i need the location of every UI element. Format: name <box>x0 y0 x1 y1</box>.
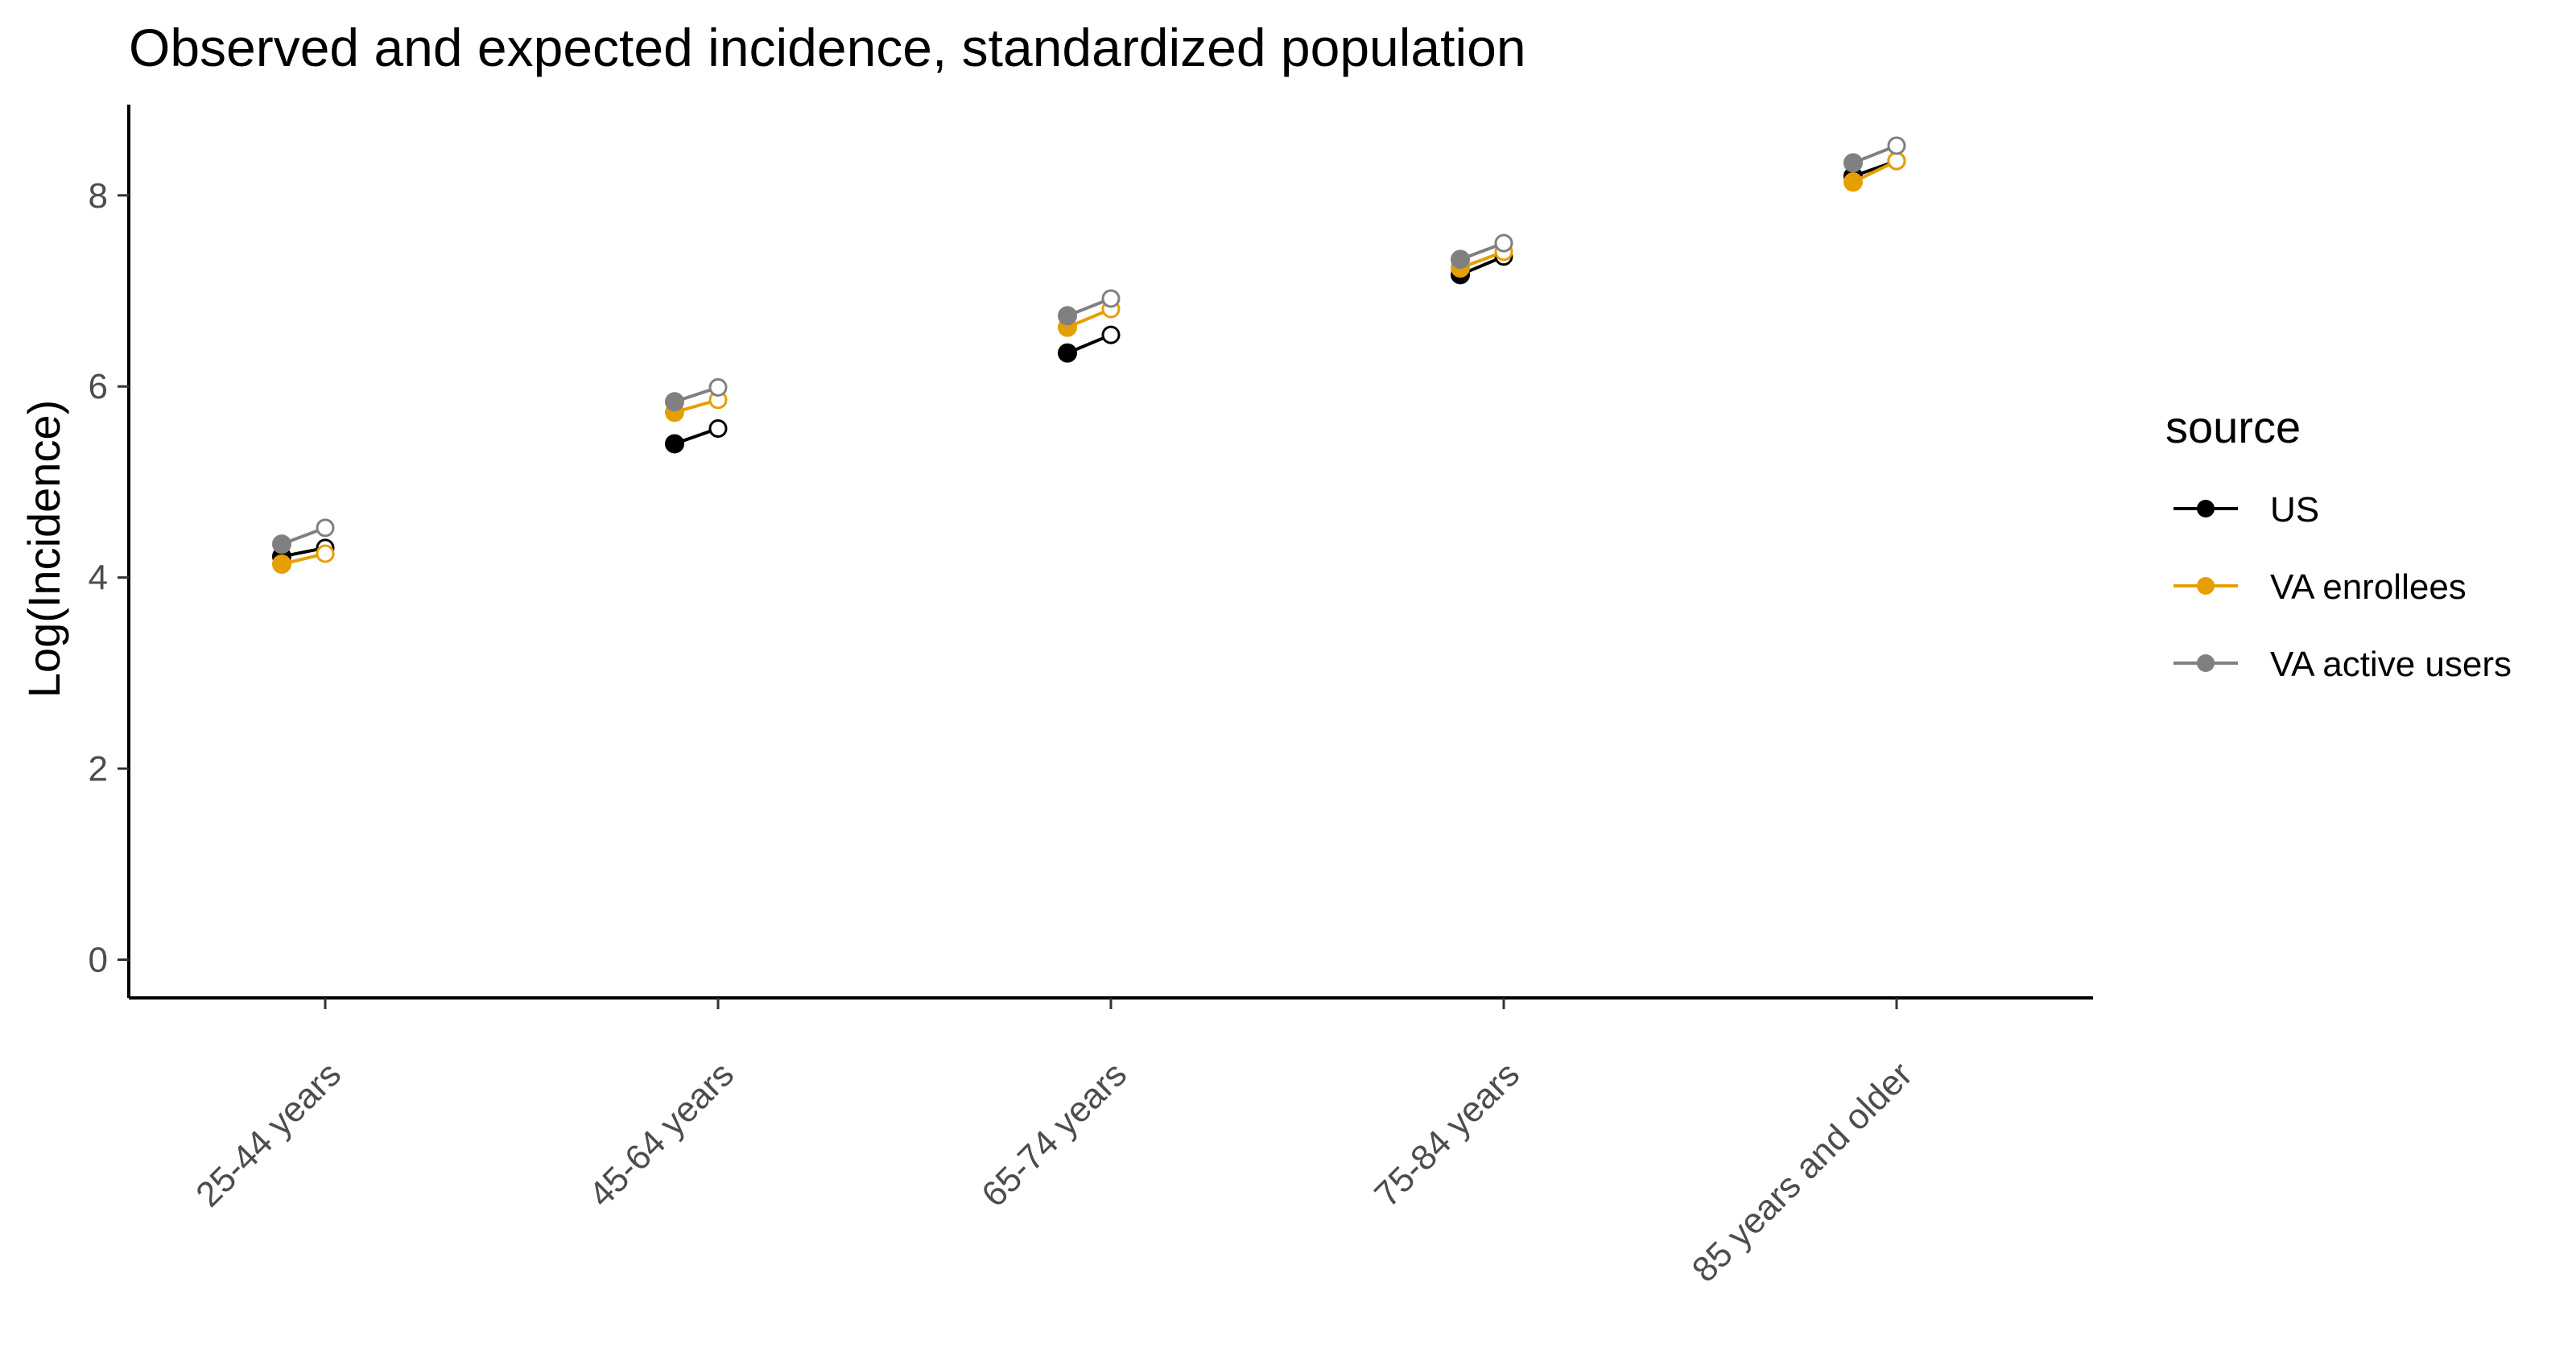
legend-key-point <box>2197 500 2215 517</box>
expected-point <box>316 518 335 538</box>
legend-label: US <box>2270 490 2319 530</box>
legend-label: VA active users <box>2270 645 2512 684</box>
legend-key-point <box>2197 654 2215 672</box>
expected-point <box>708 418 728 438</box>
observed-point <box>1843 153 1863 173</box>
expected-point <box>1887 136 1906 155</box>
series-va-enrollees <box>272 151 1906 575</box>
expected-point <box>708 377 728 397</box>
expected-point <box>1101 289 1121 308</box>
axes: 0 2 4 6 8 25-44 years 45-64 years 65-74 years 75… <box>89 105 2093 1290</box>
x-tick-label: 65-74 years <box>974 1054 1134 1214</box>
legend-entry: VA active users <box>2174 645 2512 684</box>
expected-point <box>1887 151 1906 171</box>
data-marks <box>272 136 1906 575</box>
legend-label: VA enrollees <box>2270 567 2467 607</box>
observed-point <box>1843 172 1863 192</box>
legend: source US VA enrollees VA active users <box>2165 402 2512 684</box>
observed-point <box>665 392 684 412</box>
observed-point <box>1058 306 1077 326</box>
y-tick-label: 8 <box>89 176 108 216</box>
observed-point <box>272 554 291 575</box>
legend-title: source <box>2165 402 2301 452</box>
x-tick-label: 25-44 years <box>188 1054 349 1214</box>
x-tick-label: 75-84 years <box>1367 1054 1527 1214</box>
legend-entry: US <box>2174 490 2319 530</box>
legend-key-point <box>2197 577 2215 595</box>
expected-point <box>316 544 335 563</box>
observed-point <box>1451 249 1470 270</box>
observed-point <box>1058 343 1077 363</box>
observed-point <box>665 434 684 454</box>
expected-point <box>1101 325 1121 344</box>
y-tick-label: 4 <box>89 559 108 598</box>
y-tick-label: 2 <box>89 749 108 789</box>
expected-point <box>1494 233 1513 253</box>
y-axis-title: Log(Incidence) <box>19 400 69 698</box>
series-us <box>272 151 1906 567</box>
y-tick-label: 6 <box>89 367 108 406</box>
x-tick-label: 85 years and older <box>1685 1054 1920 1289</box>
series-va-active-users <box>272 136 1906 554</box>
observed-point <box>272 534 291 554</box>
y-tick-label: 0 <box>89 941 108 980</box>
x-tick-label: 45-64 years <box>581 1054 741 1214</box>
legend-entry: VA enrollees <box>2174 567 2467 607</box>
chart-title: Observed and expected incidence, standar… <box>129 18 1526 77</box>
